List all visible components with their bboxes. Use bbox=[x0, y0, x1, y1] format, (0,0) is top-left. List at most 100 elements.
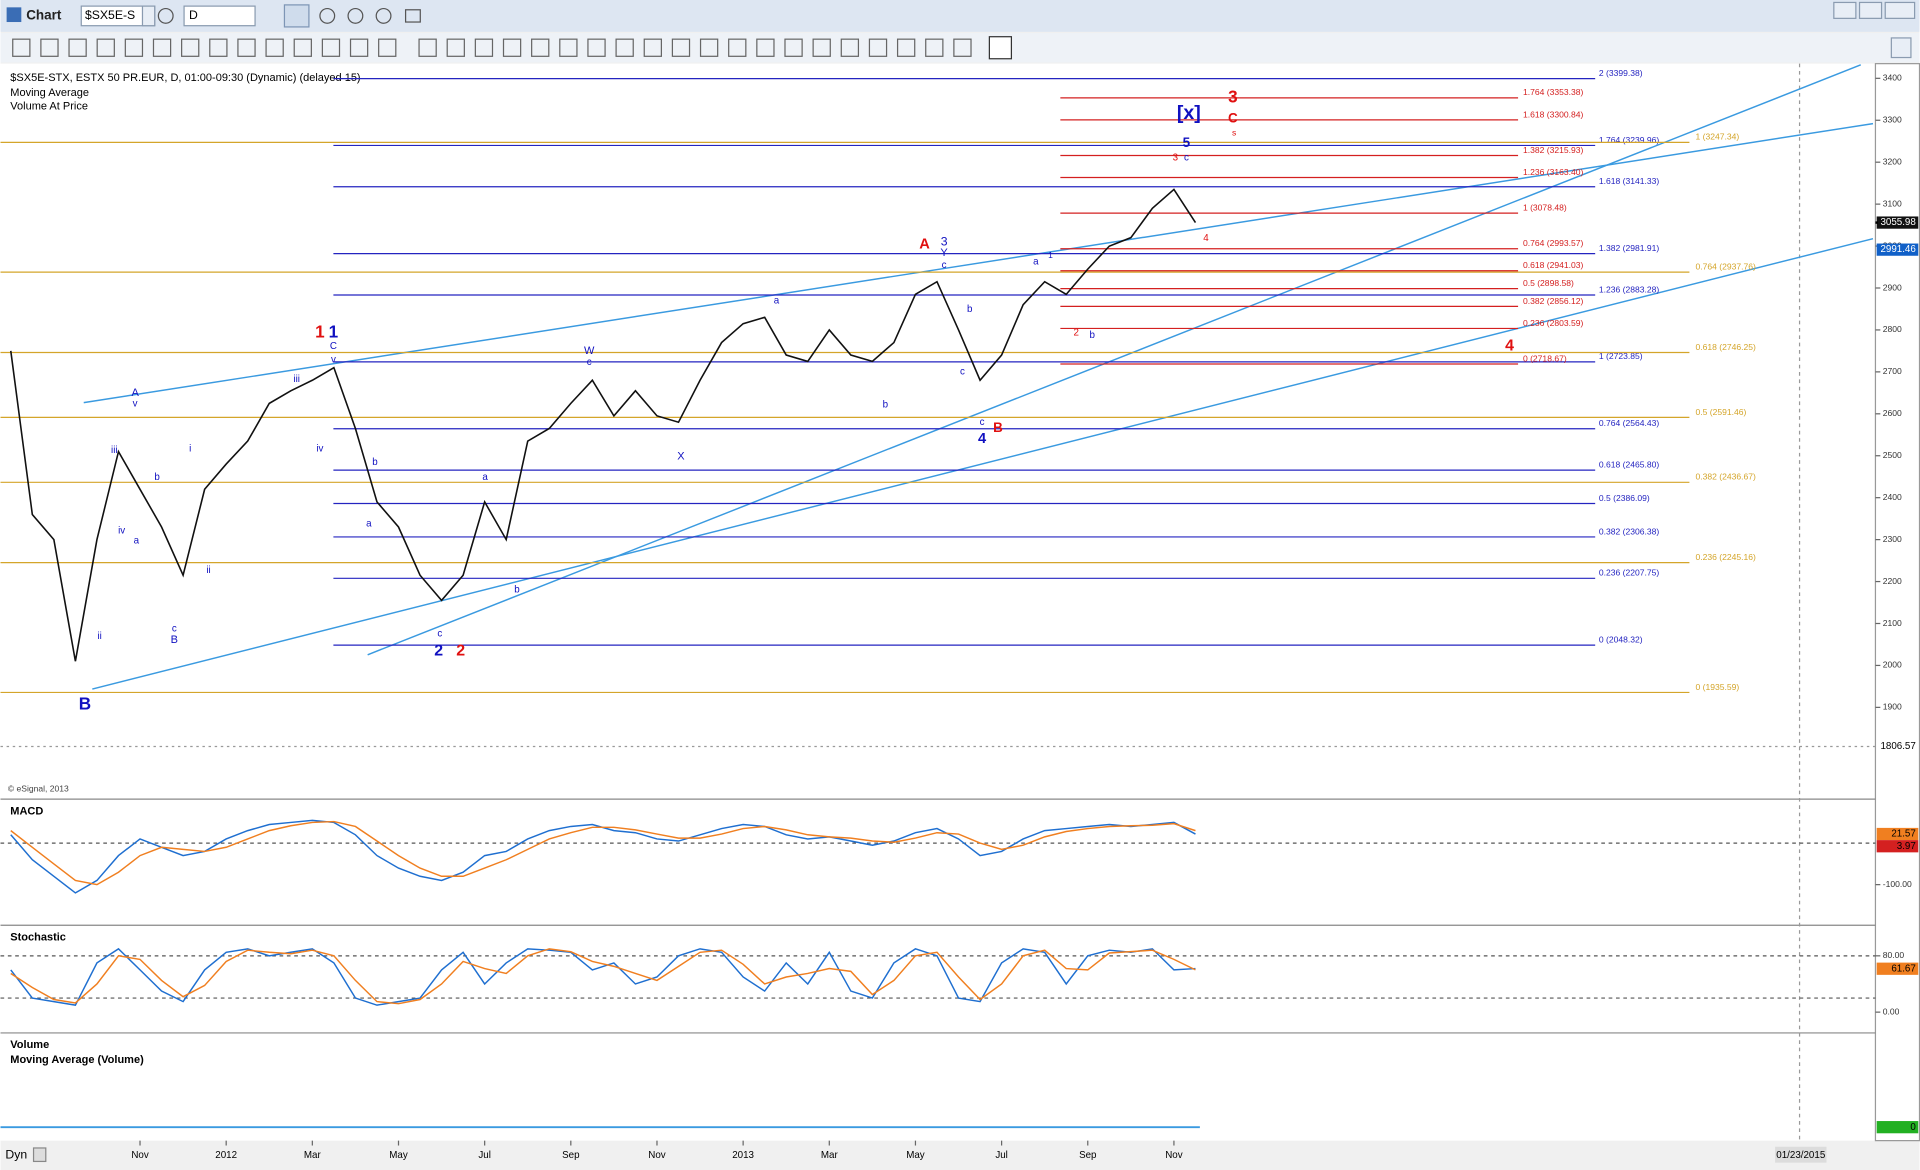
footer-button[interactable] bbox=[32, 1147, 47, 1163]
tool-button[interactable] bbox=[40, 38, 59, 57]
wave-label: c bbox=[980, 417, 985, 428]
wave-label: 2 bbox=[456, 642, 465, 659]
wave-label: s bbox=[1232, 128, 1236, 138]
x-tick-label: May bbox=[906, 1150, 925, 1161]
wave-label: 1 bbox=[315, 321, 325, 341]
symbol-text: $SX5E-S bbox=[85, 8, 135, 22]
settings-button[interactable] bbox=[1890, 37, 1912, 59]
x-tick-label: Sep bbox=[1079, 1150, 1097, 1161]
play-button[interactable] bbox=[347, 7, 364, 24]
interval-input[interactable] bbox=[183, 5, 256, 27]
wave-label: i bbox=[189, 444, 191, 455]
trendline bbox=[367, 64, 1862, 656]
window-title: Chart bbox=[26, 7, 62, 22]
wave-label: b bbox=[514, 584, 520, 595]
fib-label: 1.618 (3300.84) bbox=[1523, 109, 1584, 119]
fib-label: 0.236 (2803.59) bbox=[1523, 318, 1584, 328]
tool-button[interactable] bbox=[531, 38, 550, 57]
fib-label: 0.618 (2746.25) bbox=[1696, 342, 1757, 352]
close-button[interactable] bbox=[1884, 1, 1916, 19]
link-chain-button[interactable] bbox=[404, 9, 421, 23]
value-box bbox=[1876, 840, 1919, 853]
cursor-tool[interactable] bbox=[988, 36, 1013, 60]
restore-button[interactable] bbox=[1833, 1, 1857, 19]
tool-button[interactable] bbox=[784, 38, 803, 57]
wave-label: 3 bbox=[1228, 86, 1238, 106]
wave-label: a bbox=[774, 296, 780, 307]
y-tick-label: 2900 bbox=[1883, 282, 1902, 292]
tool-button[interactable] bbox=[96, 38, 115, 57]
tool-button[interactable] bbox=[12, 38, 31, 57]
value-label: 3.97 bbox=[1897, 841, 1916, 852]
tool-button[interactable] bbox=[209, 38, 228, 57]
tool-button[interactable] bbox=[124, 38, 144, 57]
tool-button[interactable] bbox=[587, 38, 606, 57]
interval-text: D bbox=[189, 8, 198, 22]
maximize-button[interactable] bbox=[1858, 1, 1883, 19]
fib-label: 1 (3078.48) bbox=[1523, 203, 1567, 213]
value-label: 3055.98 bbox=[1880, 217, 1916, 228]
tool-button[interactable] bbox=[349, 38, 369, 57]
fib-label: 0.5 (2898.58) bbox=[1523, 278, 1574, 288]
tool-button[interactable] bbox=[378, 38, 397, 57]
panel-title: Stochastic bbox=[10, 931, 66, 943]
tool-button[interactable] bbox=[756, 38, 775, 57]
draw-button[interactable] bbox=[283, 4, 310, 28]
tool-button[interactable] bbox=[559, 38, 578, 57]
fib-label: 1.236 (3163.40) bbox=[1523, 167, 1584, 177]
fib-label: 0.382 (2306.38) bbox=[1599, 526, 1660, 536]
wave-label: X bbox=[677, 450, 685, 462]
tool-button[interactable] bbox=[321, 38, 341, 57]
wave-label: A bbox=[131, 387, 139, 399]
tool-button[interactable] bbox=[265, 38, 284, 57]
tool-button[interactable] bbox=[502, 38, 522, 57]
fib-label: 0 (1935.59) bbox=[1696, 682, 1740, 692]
wave-label: 1 bbox=[1048, 250, 1053, 260]
wave-label: a bbox=[1033, 256, 1039, 267]
tool-button[interactable] bbox=[418, 38, 437, 57]
wave-label: 4 bbox=[1505, 338, 1514, 355]
fib-label: 1.764 (3239.96) bbox=[1599, 135, 1660, 145]
tool-button[interactable] bbox=[953, 38, 972, 57]
tool-button[interactable] bbox=[237, 38, 256, 57]
refresh-button[interactable] bbox=[319, 7, 336, 24]
date-box bbox=[1775, 1146, 1827, 1163]
tool-button[interactable] bbox=[840, 38, 860, 57]
tool-button[interactable] bbox=[68, 38, 87, 57]
tool-button[interactable] bbox=[896, 38, 916, 57]
y-tick-label: 2600 bbox=[1883, 408, 1902, 418]
value-box bbox=[1876, 740, 1919, 753]
wave-label: c bbox=[437, 629, 442, 640]
y-tick-label: 2400 bbox=[1883, 492, 1902, 502]
tool-button[interactable] bbox=[699, 38, 719, 57]
tool-button[interactable] bbox=[643, 38, 662, 57]
tool-button[interactable] bbox=[615, 38, 634, 57]
link-button[interactable] bbox=[157, 7, 174, 24]
wave-label: c bbox=[1184, 152, 1189, 163]
tool-button[interactable] bbox=[474, 38, 494, 57]
tool-button[interactable] bbox=[181, 38, 200, 57]
wave-label: b bbox=[372, 457, 378, 468]
x-tick-label: May bbox=[389, 1150, 408, 1161]
y-tick-label: 2000 bbox=[1883, 660, 1902, 670]
fib-label: 0.236 (2207.75) bbox=[1599, 568, 1660, 578]
tool-button[interactable] bbox=[868, 38, 888, 57]
tool-button[interactable] bbox=[446, 38, 465, 57]
y-tick-label: 3400 bbox=[1883, 73, 1902, 83]
y-tick-label: 0.00 bbox=[1883, 1006, 1900, 1016]
fib-label: 1.236 (2883.28) bbox=[1599, 284, 1660, 294]
tool-button[interactable] bbox=[812, 38, 831, 57]
fib-label: 0.618 (2941.03) bbox=[1523, 260, 1584, 270]
tool-button[interactable] bbox=[671, 38, 691, 57]
wave-label: b bbox=[154, 472, 160, 483]
study-label: Volume At Price bbox=[10, 100, 88, 112]
tool-button[interactable] bbox=[293, 38, 312, 57]
tool-button[interactable] bbox=[728, 38, 747, 57]
fib-label: 2 (3399.38) bbox=[1599, 68, 1643, 78]
alert-button[interactable] bbox=[375, 7, 392, 24]
value-marker bbox=[1875, 221, 1878, 224]
tool-button[interactable] bbox=[152, 38, 172, 57]
symbol-dropdown[interactable] bbox=[141, 5, 156, 27]
tool-button[interactable] bbox=[925, 38, 944, 57]
